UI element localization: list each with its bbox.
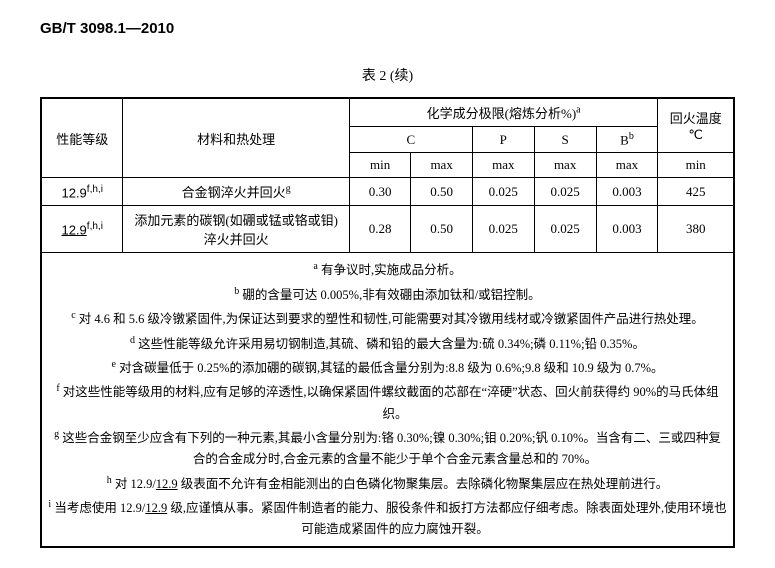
header-temper: 回火温度 ℃ <box>658 98 734 153</box>
footnote-d: d 这些性能等级允许采用易切钢制造,其硫、磷和铅的最大含量为:硫 0.34%;磷… <box>48 332 727 355</box>
footnote-e-text: 对含碳量低于 0.25%的添加硼的碳钢,其锰的最低含量分别为:8.8 级为 0.… <box>119 361 663 375</box>
cell-s-max: 0.025 <box>534 206 596 253</box>
header-temper-unit: ℃ <box>688 127 703 142</box>
footnote-a-text: 有争议时,实施成品分析。 <box>321 263 462 277</box>
table-title: 表 2 (续) <box>40 65 735 85</box>
header-c: C <box>349 127 472 153</box>
header-b-label: B <box>620 132 629 147</box>
footnote-b-text: 硼的含量可达 0.005%,非有效硼由添加钛和/或铝控制。 <box>242 288 540 302</box>
footnote-g: g 这些合金钢至少应含有下列的一种元素,其最小含量分别为:铬 0.30%;镍 0… <box>48 426 727 471</box>
header-s-max: max <box>534 153 596 178</box>
table-row: 12.9f,h,i 合金钢淬火并回火g 0.30 0.50 0.025 0.02… <box>41 178 734 206</box>
cell-p-max: 0.025 <box>472 206 534 253</box>
header-grade: 性能等级 <box>41 98 123 178</box>
cell-grade: 12.9f,h,i <box>41 206 123 253</box>
header-p-max: max <box>472 153 534 178</box>
grade-sup: f,h,i <box>87 184 103 195</box>
document-id: GB/T 3098.1—2010 <box>40 20 735 37</box>
cell-s-max: 0.025 <box>534 178 596 206</box>
material-sup: g <box>286 184 291 195</box>
footnote-f: f 对这些性能等级用的材料,应有足够的淬透性,以确保紧固件螺纹截面的芯部在“淬硬… <box>48 380 727 425</box>
cell-temper: 380 <box>658 206 734 253</box>
header-s: S <box>534 127 596 153</box>
table-row: 12.9f,h,i 添加元素的碳钢(如硼或锰或铬或钼)淬火并回火 0.28 0.… <box>41 206 734 253</box>
footnote-h-post: 级表面不允许有金相能测出的白色磷化物聚集层。去除磷化物聚集层应在热处理前进行。 <box>178 477 669 491</box>
header-b: Bb <box>596 127 658 153</box>
material-text: 合金钢淬火并回火 <box>182 185 286 200</box>
header-c-min: min <box>349 153 410 178</box>
cell-material: 合金钢淬火并回火g <box>123 178 350 206</box>
header-material: 材料和热处理 <box>123 98 350 178</box>
footnote-h-pre: 对 12.9/ <box>115 477 156 491</box>
header-b-max: max <box>596 153 658 178</box>
header-b-sup: b <box>629 131 634 142</box>
header-chem: 化学成分极限(熔炼分析%)a <box>349 98 658 127</box>
cell-b-max: 0.003 <box>596 178 658 206</box>
cell-c-max: 0.50 <box>411 178 472 206</box>
grade-sup: f,h,i <box>87 221 103 232</box>
cell-material: 添加元素的碳钢(如硼或锰或铬或钼)淬火并回火 <box>123 206 350 253</box>
cell-c-max: 0.50 <box>411 206 472 253</box>
footnote-b: b 硼的含量可达 0.005%,非有效硼由添加钛和/或铝控制。 <box>48 283 727 306</box>
spec-table: 性能等级 材料和热处理 化学成分极限(熔炼分析%)a 回火温度 ℃ C P S … <box>40 97 735 548</box>
footnote-c: c 对 4.6 和 5.6 级冷镦紧固件,为保证达到要求的塑性和韧性,可能需要对… <box>48 307 727 330</box>
cell-c-min: 0.30 <box>349 178 410 206</box>
cell-temper: 425 <box>658 178 734 206</box>
cell-p-max: 0.025 <box>472 178 534 206</box>
footnote-h: h 对 12.9/12.9 级表面不允许有金相能测出的白色磷化物聚集层。去除磷化… <box>48 472 727 495</box>
cell-b-max: 0.003 <box>596 206 658 253</box>
header-temper-label: 回火温度 <box>670 111 722 126</box>
header-chem-label: 化学成分极限(熔炼分析%) <box>427 106 577 121</box>
header-c-max: max <box>411 153 472 178</box>
footnote-d-text: 这些性能等级允许采用易切钢制造,其硫、磷和铅的最大含量为:硫 0.34%;磷 0… <box>138 337 645 351</box>
header-temper-min: min <box>658 153 734 178</box>
cell-grade: 12.9f,h,i <box>41 178 123 206</box>
footnote-h-under: 12.9 <box>156 477 178 491</box>
footnote-g-text: 这些合金钢至少应含有下列的一种元素,其最小含量分别为:铬 0.30%;镍 0.3… <box>62 431 721 466</box>
footnote-c-text: 对 4.6 和 5.6 级冷镦紧固件,为保证达到要求的塑性和韧性,可能需要对其冷… <box>79 312 704 326</box>
cell-c-min: 0.28 <box>349 206 410 253</box>
footnote-i-post: 级,应谨慎从事。紧固件制造者的能力、服役条件和扳打方法都应仔细考虑。除表面处理外… <box>167 501 726 536</box>
grade-value: 12.9 <box>61 185 86 200</box>
footnote-e: e 对含碳量低于 0.25%的添加硼的碳钢,其锰的最低含量分别为:8.8 级为 … <box>48 356 727 379</box>
header-chem-sup: a <box>576 105 580 116</box>
footnote-i-under: 12.9 <box>145 501 167 515</box>
footnote-f-text: 对这些性能等级用的材料,应有足够的淬透性,以确保紧固件螺纹截面的芯部在“淬硬”状… <box>63 386 719 421</box>
footnotes-cell: a 有争议时,实施成品分析。 b 硼的含量可达 0.005%,非有效硼由添加钛和… <box>41 253 734 547</box>
grade-value: 12.9 <box>61 222 86 237</box>
footnote-i-pre: 当考虑使用 12.9/ <box>54 501 145 515</box>
footnote-i: i 当考虑使用 12.9/12.9 级,应谨慎从事。紧固件制造者的能力、服役条件… <box>48 496 727 541</box>
header-p: P <box>472 127 534 153</box>
footnote-a: a 有争议时,实施成品分析。 <box>48 258 727 281</box>
